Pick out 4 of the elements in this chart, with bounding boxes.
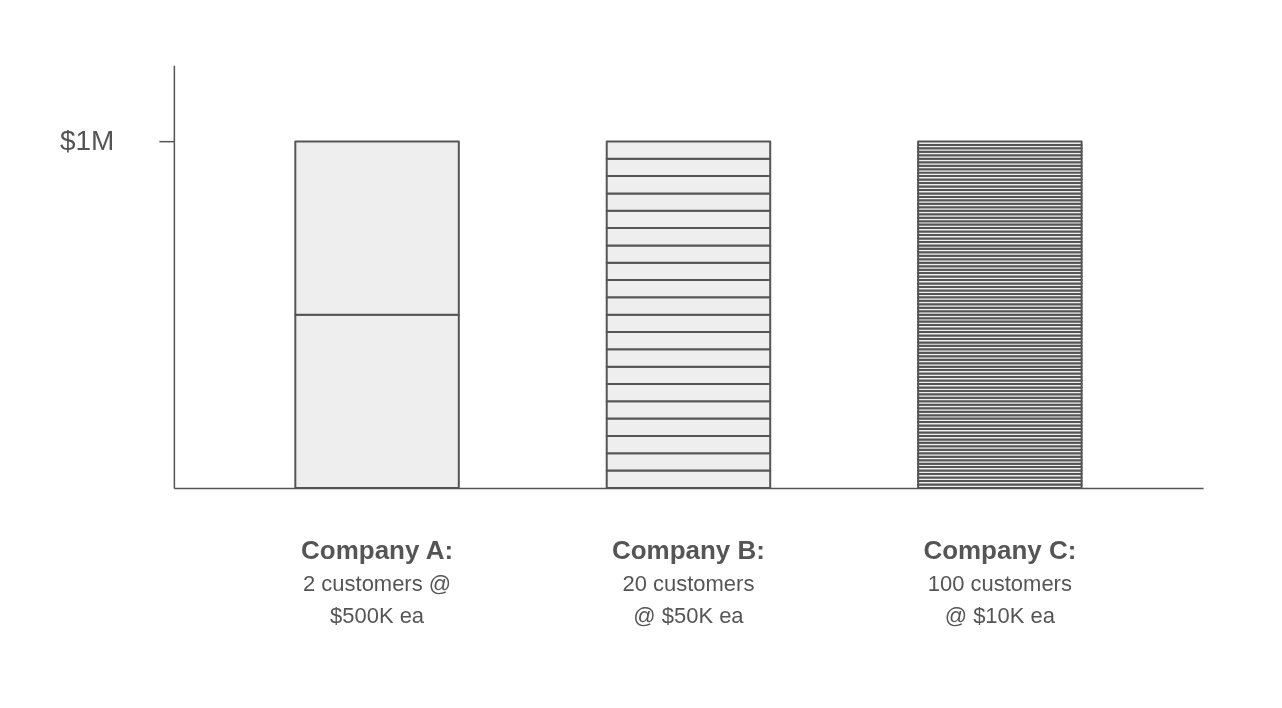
category-label: Company B: 20 customers @ $50K ea (611, 534, 765, 628)
category-label: Company C: 100 customers @ $10K ea (923, 534, 1077, 628)
category-label: Company A: 2 customers @ $500K ea (301, 534, 454, 628)
y-tick-label: $1M (59, 124, 115, 156)
